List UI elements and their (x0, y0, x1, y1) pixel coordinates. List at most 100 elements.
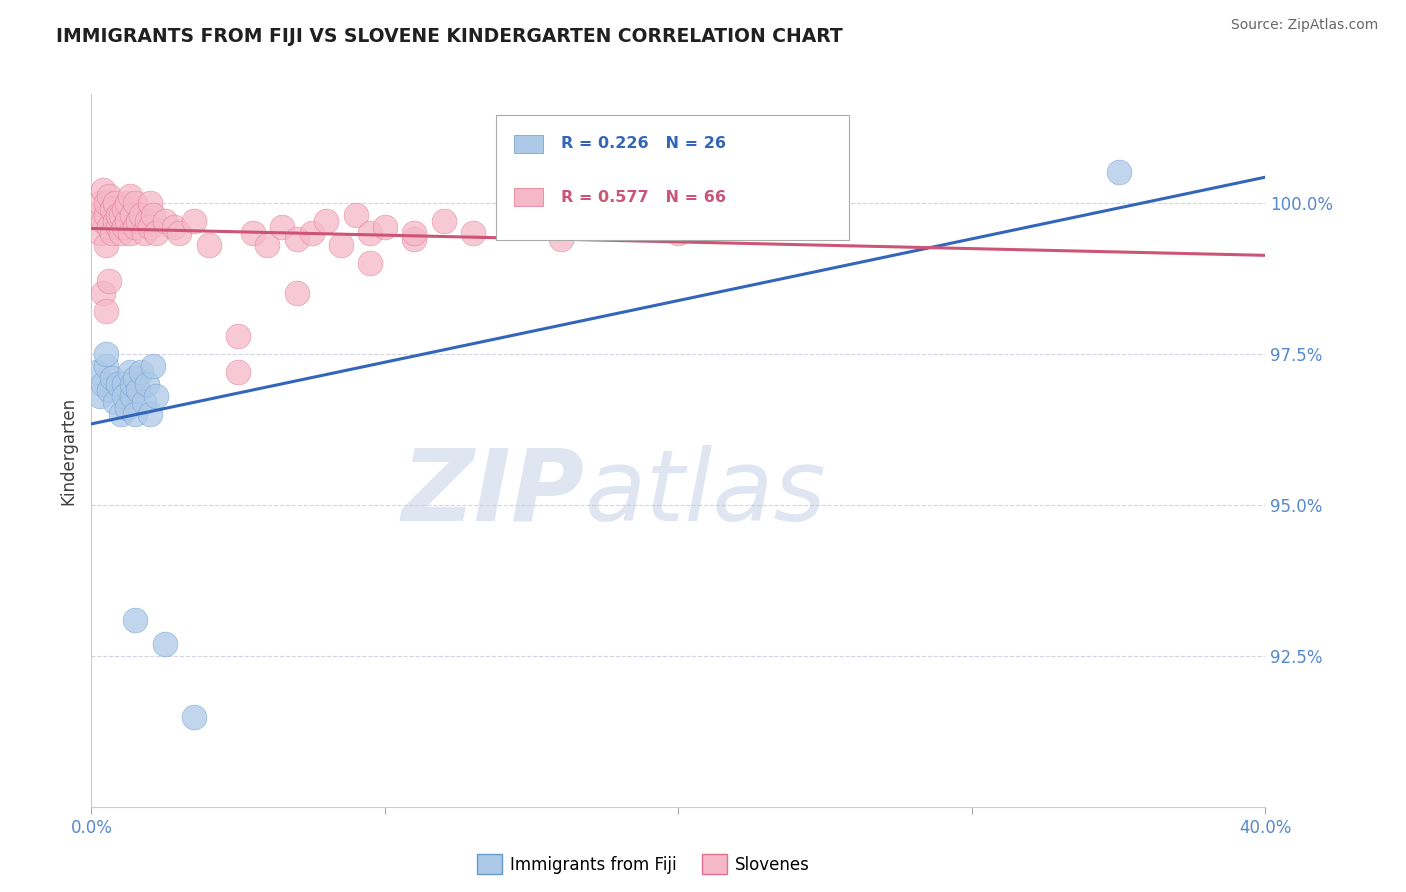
Point (285, 232, 308, 246)
Point (91, 286, 114, 301)
Point (139, 407, 162, 421)
Point (127, 213, 149, 227)
Point (91, 183, 114, 197)
Point (136, 213, 159, 227)
Point (110, 407, 132, 421)
Point (89, 389, 111, 403)
Point (153, 637, 176, 651)
Text: IMMIGRANTS FROM FIJI VS SLOVENE KINDERGARTEN CORRELATION CHART: IMMIGRANTS FROM FIJI VS SLOVENE KINDERGA… (56, 27, 844, 45)
Text: R = 0.577   N = 66: R = 0.577 N = 66 (561, 190, 725, 204)
Point (86, 208, 108, 222)
Point (121, 389, 143, 403)
Point (118, 189, 141, 203)
Point (609, 213, 631, 227)
Point (666, 226, 689, 240)
Point (142, 359, 165, 373)
Point (101, 371, 124, 385)
Point (112, 376, 135, 391)
Point (404, 232, 426, 246)
Point (145, 389, 167, 403)
Point (107, 376, 129, 391)
Point (183, 709, 205, 723)
Point (89, 195, 111, 210)
Point (329, 237, 352, 252)
Point (107, 219, 129, 234)
Point (118, 365, 141, 379)
Point (89, 226, 111, 240)
Point (98, 189, 121, 203)
Point (121, 208, 143, 222)
Text: Source: ZipAtlas.com: Source: ZipAtlas.com (1230, 18, 1378, 32)
Point (112, 202, 135, 216)
Point (129, 365, 152, 379)
Point (118, 226, 141, 240)
Point (183, 213, 205, 227)
Point (91, 376, 114, 391)
Point (110, 226, 132, 240)
Point (124, 219, 146, 234)
Point (98, 383, 121, 397)
Point (115, 195, 138, 210)
Point (124, 613, 146, 627)
Point (139, 219, 162, 234)
Point (374, 219, 396, 234)
Point (104, 195, 127, 210)
Point (101, 226, 124, 240)
Point (124, 371, 146, 385)
Point (127, 383, 149, 397)
Point (112, 219, 135, 234)
Text: atlas: atlas (585, 445, 827, 541)
Point (725, 219, 748, 234)
Point (115, 401, 138, 416)
Point (107, 208, 129, 222)
Point (142, 208, 165, 222)
Point (124, 195, 146, 210)
Point (98, 219, 121, 234)
Point (520, 219, 543, 234)
Y-axis label: Kindergarten: Kindergarten (59, 396, 77, 505)
Text: ZIP: ZIP (402, 445, 585, 541)
Point (129, 208, 152, 222)
Point (153, 213, 176, 227)
Point (162, 219, 184, 234)
Point (226, 365, 249, 379)
Legend: Immigrants from Fiji, Slovenes: Immigrants from Fiji, Slovenes (470, 847, 817, 881)
Point (104, 395, 127, 409)
Point (404, 226, 426, 240)
Point (115, 213, 138, 227)
Point (101, 202, 124, 216)
FancyBboxPatch shape (496, 115, 849, 240)
Point (344, 208, 367, 222)
Point (550, 232, 572, 246)
Point (461, 226, 484, 240)
Point (134, 226, 156, 240)
Point (197, 237, 219, 252)
Point (94, 359, 117, 373)
Point (94, 237, 117, 252)
Point (121, 376, 143, 391)
Point (91, 213, 114, 227)
Point (256, 237, 278, 252)
Point (124, 407, 146, 421)
Point (169, 226, 191, 240)
Point (110, 208, 132, 222)
Point (86, 365, 108, 379)
Point (94, 195, 117, 210)
Point (271, 219, 294, 234)
Point (134, 395, 156, 409)
Point (359, 256, 381, 270)
Point (242, 226, 264, 240)
Point (285, 286, 308, 301)
Point (145, 226, 167, 240)
Bar (515, 188, 543, 206)
Point (1108, 165, 1130, 179)
Point (136, 376, 159, 391)
Bar (515, 135, 543, 153)
Point (226, 328, 249, 343)
Point (301, 226, 323, 240)
Point (315, 213, 337, 227)
Point (359, 226, 381, 240)
Point (98, 274, 121, 288)
Point (94, 208, 117, 222)
Point (139, 195, 162, 210)
